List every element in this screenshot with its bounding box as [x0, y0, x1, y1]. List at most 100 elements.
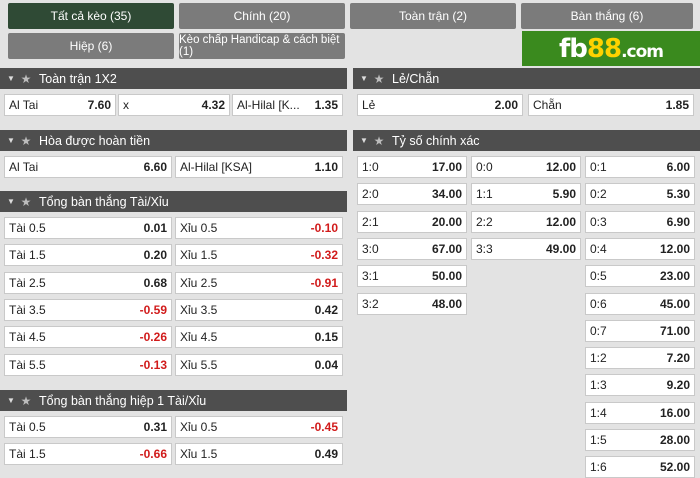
- selection-name: Xỉu 2.5: [180, 275, 218, 290]
- odds-cell[interactable]: Tài 4.5 -0.26: [4, 326, 172, 349]
- chevron-down-icon[interactable]: ▼: [7, 396, 15, 405]
- odds-cell[interactable]: Tài 1.5 0.20: [4, 244, 172, 267]
- odds-cell[interactable]: Xỉu 0.5 -0.10: [175, 217, 343, 239]
- odds-cell[interactable]: 0:0 12.00: [471, 156, 581, 178]
- odds-cell[interactable]: Al-Hilal [KSA] 1.10: [175, 156, 343, 178]
- tab-half[interactable]: Hiệp (6): [8, 33, 174, 59]
- odds-value: 45.00: [659, 296, 690, 311]
- section-header-total-goals[interactable]: ▼ ★ Tổng bàn thắng Tài/Xỉu: [0, 191, 347, 212]
- chevron-down-icon[interactable]: ▼: [360, 136, 368, 145]
- odds-cell[interactable]: x 4.32: [118, 94, 230, 116]
- star-icon[interactable]: ★: [20, 393, 32, 408]
- odds-cell[interactable]: Xỉu 4.5 0.15: [175, 326, 343, 349]
- odds-cell[interactable]: 1:6 52.00: [585, 456, 695, 478]
- odds-cell[interactable]: 3:0 67.00: [357, 237, 467, 260]
- section-title: Hòa được hoàn tiền: [39, 133, 151, 148]
- selection-name: Al Tai: [9, 98, 39, 112]
- odds-cell[interactable]: Al-Hilal [K... 1.35: [232, 94, 343, 116]
- selection-name: Xỉu 1.5: [180, 248, 218, 263]
- selection-name: Tài 2.5: [9, 275, 46, 290]
- selection-name: 1:6: [590, 460, 607, 475]
- odds-value: 6.00: [666, 160, 690, 174]
- odds-cell[interactable]: Tài 1.5 -0.66: [4, 443, 172, 466]
- odds-cell[interactable]: Chẵn 1.85: [528, 94, 694, 116]
- odds-value: 0.68: [143, 275, 167, 290]
- selection-name: 1:1: [476, 187, 493, 202]
- odds-value: 23.00: [659, 269, 690, 284]
- odds-cell[interactable]: Xỉu 2.5 -0.91: [175, 271, 343, 294]
- odds-cell[interactable]: Al Tai 7.60: [4, 94, 116, 116]
- tab-fulltime[interactable]: Toàn trận (2): [350, 3, 516, 29]
- star-icon[interactable]: ★: [20, 194, 32, 209]
- tab-all[interactable]: Tất cả kèo (35): [8, 3, 174, 29]
- odds-cell[interactable]: 3:1 50.00: [357, 265, 467, 288]
- odds-value: 17.00: [431, 160, 462, 174]
- odds-cell[interactable]: 2:2 12.00: [471, 210, 581, 233]
- odds-cell[interactable]: 1:5 28.00: [585, 429, 695, 451]
- selection-name: Tài 3.5: [9, 302, 46, 317]
- selection-name: 1:2: [590, 351, 607, 366]
- selection-name: 2:2: [476, 214, 493, 229]
- odds-value: 4.32: [201, 98, 225, 112]
- star-icon[interactable]: ★: [373, 71, 385, 86]
- odds-value: 6.90: [666, 214, 690, 229]
- odds-cell[interactable]: 0:4 12.00: [585, 237, 695, 260]
- star-icon[interactable]: ★: [20, 133, 32, 148]
- odds-cell[interactable]: 1:2 7.20: [585, 347, 695, 370]
- chevron-down-icon[interactable]: ▼: [7, 74, 15, 83]
- chevron-down-icon[interactable]: ▼: [7, 197, 15, 206]
- odds-cell[interactable]: Xỉu 5.5 0.04: [175, 353, 343, 376]
- odds-cell[interactable]: 1:1 5.90: [471, 183, 581, 206]
- star-icon[interactable]: ★: [373, 133, 385, 148]
- chevron-down-icon[interactable]: ▼: [7, 136, 15, 145]
- odds-cell[interactable]: Tài 2.5 0.68: [4, 271, 172, 294]
- tab-label: Bàn thắng (6): [570, 9, 644, 23]
- selection-name: Tài 1.5: [9, 447, 46, 462]
- odds-value: 0.01: [143, 221, 167, 235]
- odds-cell[interactable]: Xỉu 1.5 -0.32: [175, 244, 343, 267]
- odds-value: 48.00: [431, 296, 462, 311]
- odds-cell[interactable]: Tài 0.5 0.31: [4, 416, 172, 438]
- odds-cell[interactable]: 0:6 45.00: [585, 292, 695, 315]
- odds-cell[interactable]: Tài 0.5 0.01: [4, 217, 172, 239]
- odds-cell[interactable]: 1:3 9.20: [585, 374, 695, 397]
- odds-cell[interactable]: 0:5 23.00: [585, 265, 695, 288]
- odds-cell[interactable]: 1:4 16.00: [585, 401, 695, 424]
- odds-cell[interactable]: 0:1 6.00: [585, 156, 695, 178]
- logo-number: 88: [586, 33, 622, 64]
- tab-handicap[interactable]: Kèo chấp Handicap & cách biệt (1): [179, 33, 345, 59]
- logo-main: fb: [558, 33, 588, 64]
- selection-name: 0:2: [590, 187, 607, 202]
- odds-cell[interactable]: 0:3 6.90: [585, 210, 695, 233]
- odds-cell[interactable]: Xỉu 0.5 -0.45: [175, 416, 343, 438]
- odds-value: -0.32: [310, 248, 338, 263]
- section-header-draw-no-bet[interactable]: ▼ ★ Hòa được hoàn tiền: [0, 130, 347, 151]
- selection-name: Al-Hilal [K...: [237, 98, 300, 112]
- odds-cell[interactable]: 0:7 71.00: [585, 319, 695, 342]
- section-header-total-goals-h1[interactable]: ▼ ★ Tổng bàn thắng hiệp 1 Tài/Xỉu: [0, 390, 347, 411]
- odds-cell[interactable]: 3:2 48.00: [357, 292, 467, 315]
- odds-cell[interactable]: 2:0 34.00: [357, 183, 467, 206]
- section-header-odd-even[interactable]: ▼ ★ Lẻ/Chẵn: [353, 68, 700, 89]
- odds-cell[interactable]: Xỉu 1.5 0.49: [175, 443, 343, 466]
- chevron-down-icon[interactable]: ▼: [360, 74, 368, 83]
- odds-cell[interactable]: 3:3 49.00: [471, 237, 581, 260]
- odds-value: 50.00: [431, 269, 462, 284]
- tab-goals[interactable]: Bàn thắng (6): [521, 3, 693, 29]
- odds-cell[interactable]: 2:1 20.00: [357, 210, 467, 233]
- star-icon[interactable]: ★: [20, 71, 32, 86]
- odds-cell[interactable]: Al Tai 6.60: [4, 156, 172, 178]
- selection-name: Tài 0.5: [9, 221, 46, 235]
- odds-cell[interactable]: 0:2 5.30: [585, 183, 695, 206]
- selection-name: 0:4: [590, 241, 607, 256]
- section-header-fulltime-1x2[interactable]: ▼ ★ Toàn trận 1X2: [0, 68, 347, 89]
- odds-cell[interactable]: 1:0 17.00: [357, 156, 467, 178]
- section-title: Tổng bàn thắng hiệp 1 Tài/Xỉu: [39, 393, 207, 408]
- tab-main[interactable]: Chính (20): [179, 3, 345, 29]
- selection-name: 3:1: [362, 269, 379, 284]
- odds-cell[interactable]: Tài 3.5 -0.59: [4, 298, 172, 321]
- odds-cell[interactable]: Xỉu 3.5 0.42: [175, 298, 343, 321]
- odds-cell[interactable]: Tài 5.5 -0.13: [4, 353, 172, 376]
- section-header-correct-score[interactable]: ▼ ★ Tỷ số chính xác: [353, 130, 700, 151]
- odds-cell[interactable]: Lẻ 2.00: [357, 94, 523, 116]
